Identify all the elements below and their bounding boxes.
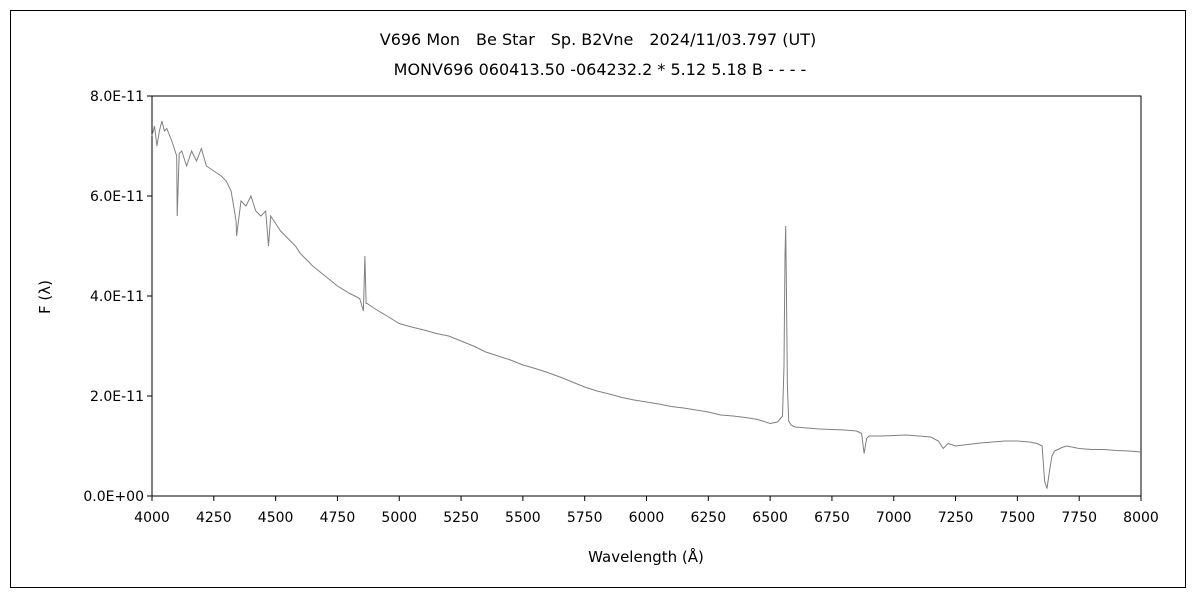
x-tick-label: 8000 [1123, 510, 1159, 526]
x-tick-label: 7750 [1061, 510, 1097, 526]
x-tick-label: 5500 [505, 510, 541, 526]
y-tick-label: 8.0E-11 [90, 89, 144, 105]
spectrum-line [151, 120, 1142, 489]
x-tick-label: 6750 [814, 510, 850, 526]
chart-title: V696 Mon Be Star Sp. B2Vne 2024/11/03.79… [380, 30, 817, 49]
x-tick-label: 4000 [134, 510, 170, 526]
y-tick-label: 0.0E+00 [83, 489, 144, 505]
x-tick-label: 4250 [196, 510, 232, 526]
x-axis: 4000 4250 4500 4750 5000 5250 5500 5750 6000 6250… [134, 496, 1159, 526]
y-axis: 0.0E+00 2.0E-11 4.0E-11 6.0E-11 8.0E-11 [83, 89, 152, 505]
x-axis-label: Wavelength (Å) [588, 547, 704, 566]
x-tick-label: 4500 [258, 510, 294, 526]
x-tick-label: 5000 [381, 510, 417, 526]
y-axis-label: F (λ) [36, 280, 54, 314]
chart-frame [10, 10, 1186, 588]
x-tick-label: 6500 [752, 510, 788, 526]
y-tick-label: 2.0E-11 [90, 389, 144, 405]
x-tick-label: 4750 [320, 510, 356, 526]
plot-area [151, 95, 1142, 497]
y-tick-label: 6.0E-11 [90, 189, 144, 205]
y-tick-label: 4.0E-11 [90, 289, 144, 305]
x-tick-label: 6000 [629, 510, 665, 526]
x-tick-label: 6250 [690, 510, 726, 526]
x-tick-label: 7500 [1000, 510, 1036, 526]
x-tick-label: 7250 [938, 510, 974, 526]
chart-subtitle: MONV696 060413.50 -064232.2 * 5.12 5.18 … [394, 60, 807, 79]
x-tick-label: 7000 [876, 510, 912, 526]
x-tick-label: 5750 [567, 510, 603, 526]
x-tick-label: 5250 [443, 510, 479, 526]
